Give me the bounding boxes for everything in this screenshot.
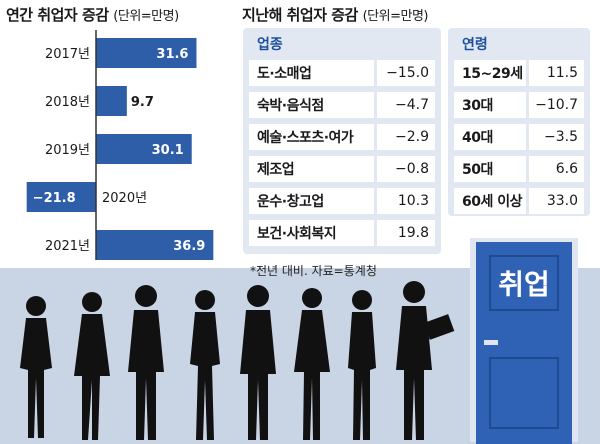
employment-door-illustration: 취업 (470, 238, 578, 444)
age-table: 연령 15~29세 11.5 30대 −10.7 40대 −3.5 50대 6.6 60세 이상… (448, 28, 590, 216)
age-row: 60세 이상 33.0 (454, 188, 584, 214)
age-row-value: 6.6 (529, 156, 584, 182)
industry-row: 보건·사회복지 19.8 (249, 220, 435, 246)
person-silhouette-body (74, 314, 110, 440)
industry-row: 제조업 −0.8 (249, 156, 435, 182)
person-silhouette-head (135, 285, 157, 307)
annual-chart-title-text: 연간 취업자 증감 (6, 6, 109, 24)
industry-row-value: −2.9 (377, 124, 435, 150)
person-silhouette-body (128, 310, 164, 440)
door-sign-text: 취업 (498, 268, 550, 301)
person-silhouette-head (352, 290, 372, 310)
age-row: 15~29세 11.5 (454, 60, 584, 86)
age-row: 40대 −3.5 (454, 124, 584, 150)
industry-row-value: 10.3 (377, 188, 435, 214)
industry-row-label: 도·소매업 (249, 60, 374, 86)
industry-row: 도·소매업 −15.0 (249, 60, 435, 86)
age-row-label: 50대 (454, 156, 526, 182)
door-panel-bottom (489, 357, 559, 429)
age-row-label: 60세 이상 (454, 188, 526, 214)
age-row-value: 11.5 (529, 60, 584, 86)
person-silhouette-head (302, 288, 322, 308)
industry-row-label: 숙박·음식점 (249, 92, 374, 118)
age-row-value: −3.5 (529, 124, 584, 150)
annual-chart-title: 연간 취업자 증감 (단위=만명) (6, 4, 179, 25)
industry-row-label: 예술·스포츠·여가 (249, 124, 374, 150)
bar (96, 230, 214, 260)
last-year-unit: (단위=만명) (362, 9, 429, 24)
industry-row: 숙박·음식점 −4.7 (249, 92, 435, 118)
category-label: 2018년 (45, 95, 90, 110)
industry-row-value: −0.8 (377, 156, 435, 182)
industry-row: 운수·창고업 10.3 (249, 188, 435, 214)
industry-row-value: −15.0 (377, 60, 435, 86)
last-year-title-text: 지난해 취업자 증감 (242, 6, 358, 24)
person-silhouette-body (190, 312, 220, 440)
age-row: 30대 −10.7 (454, 92, 584, 118)
category-label: 2019년 (45, 143, 90, 158)
bar (96, 134, 192, 164)
bar (96, 86, 127, 116)
industry-row-value: 19.8 (377, 220, 435, 246)
data-label: 9.7 (131, 95, 154, 110)
person-silhouette-body (396, 306, 432, 440)
annual-employment-bar-chart: 2017년 31.6 2018년 9.7 2019년 30.1 2020년 −21.8 2021… (26, 30, 214, 260)
last-year-title: 지난해 취업자 증감 (단위=만명) (242, 4, 428, 25)
industry-row: 예술·스포츠·여가 −2.9 (249, 124, 435, 150)
person-silhouette-head (403, 281, 425, 303)
person-silhouette-body (20, 318, 52, 438)
person-silhouette-body (240, 310, 276, 440)
door-handle-icon (484, 340, 498, 345)
data-label: −21.8 (33, 191, 76, 206)
door-panel-top (489, 255, 559, 311)
person-silhouette-head (82, 292, 102, 312)
age-row-value: −10.7 (529, 92, 584, 118)
person-silhouette-body (294, 310, 330, 440)
bar (26, 182, 96, 212)
data-label: 30.1 (152, 143, 184, 158)
industry-row-label: 보건·사회복지 (249, 220, 374, 246)
industry-row-label: 운수·창고업 (249, 188, 374, 214)
person-silhouette-head (247, 285, 269, 307)
industry-row-value: −4.7 (377, 92, 435, 118)
industry-table: 업종 도·소매업 −15.0 숙박·음식점 −4.7 예술·스포츠·여가 −2.9 제조업 −… (243, 28, 441, 254)
category-label: 2021년 (45, 239, 90, 254)
age-row-label: 15~29세 (454, 60, 526, 86)
data-label: 31.6 (156, 47, 188, 62)
industry-heading: 업종 (257, 37, 283, 53)
category-label: 2020년 (102, 191, 147, 206)
age-row-value: 33.0 (529, 188, 584, 214)
bar (96, 38, 197, 68)
age-row: 50대 6.6 (454, 156, 584, 182)
age-heading: 연령 (462, 37, 488, 53)
category-label: 2017년 (45, 47, 90, 62)
age-row-label: 30대 (454, 92, 526, 118)
source-footnote: *전년 대비. 자료=통계청 (250, 264, 377, 278)
person-silhouette-head (195, 290, 215, 310)
annual-chart-unit: (단위=만명) (113, 9, 179, 24)
laptop-silhouette (423, 314, 455, 340)
person-silhouette-head (26, 296, 46, 316)
age-row-label: 40대 (454, 124, 526, 150)
person-silhouette-body (348, 312, 376, 440)
industry-row-label: 제조업 (249, 156, 374, 182)
job-seekers-silhouette-illustration (20, 281, 455, 440)
data-label: 36.9 (173, 239, 205, 254)
